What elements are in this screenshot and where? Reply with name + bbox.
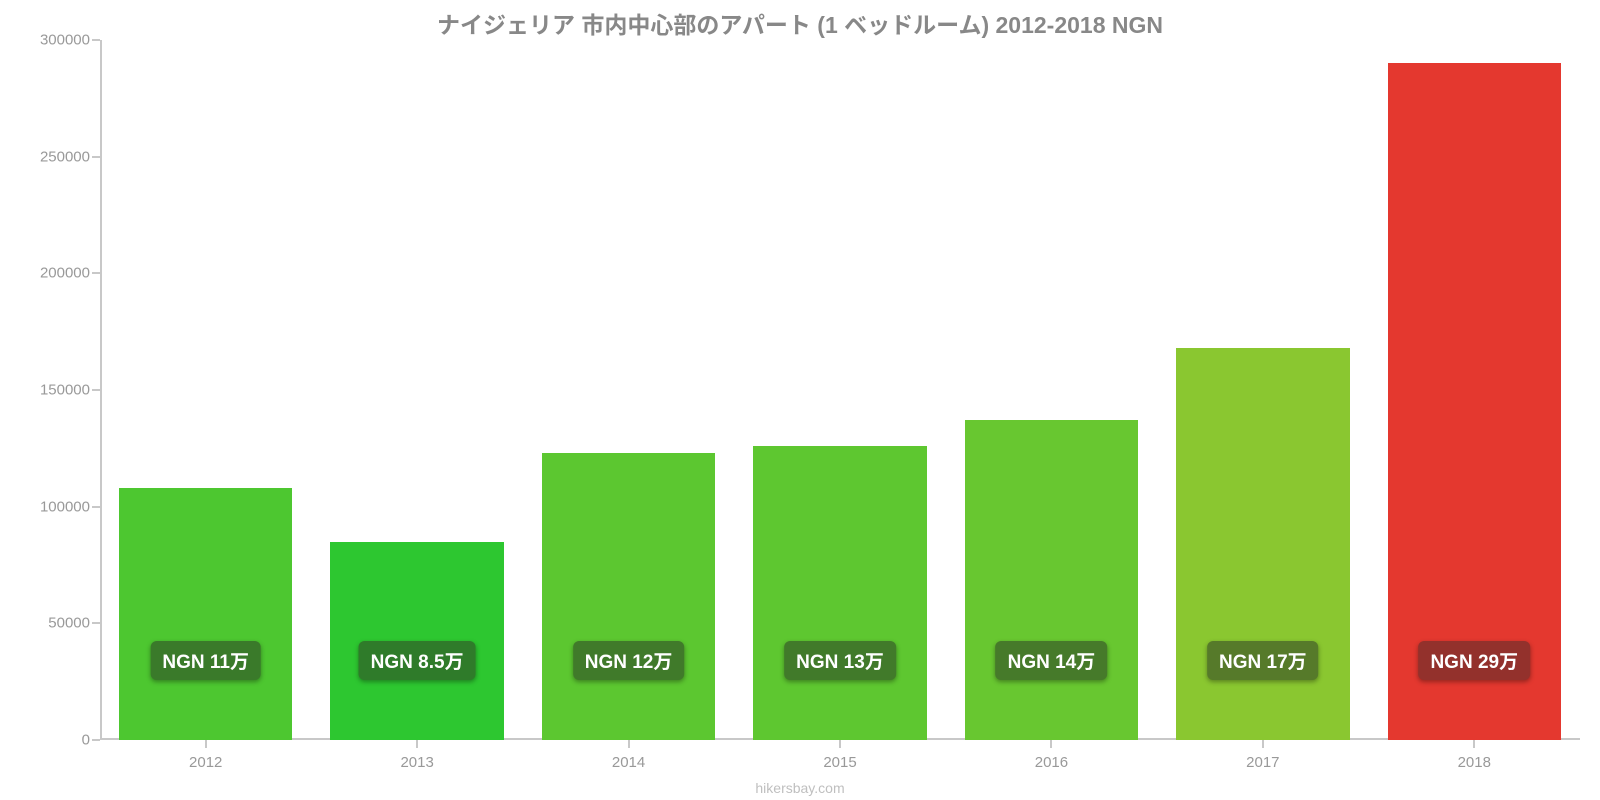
y-tick-mark xyxy=(92,272,100,274)
chart-title: ナイジェリア 市内中心部のアパート (1 ベッドルーム) 2012-2018 N… xyxy=(0,6,1600,40)
attribution-text: hikersbay.com xyxy=(0,780,1600,796)
y-tick-label: 100000 xyxy=(40,498,90,515)
y-tick-label: 150000 xyxy=(40,382,90,399)
bar xyxy=(753,446,926,740)
bar-value-chip: NGN 8.5万 xyxy=(359,641,476,680)
y-tick-mark xyxy=(92,506,100,508)
x-tick-mark xyxy=(628,740,630,748)
x-tick-mark xyxy=(1262,740,1264,748)
y-tick-label: 250000 xyxy=(40,148,90,165)
y-tick-label: 200000 xyxy=(40,265,90,282)
x-tick-label: 2014 xyxy=(612,754,645,771)
x-tick-mark xyxy=(205,740,207,748)
bar-value-chip: NGN 17万 xyxy=(1207,641,1319,680)
bar-value-chip: NGN 13万 xyxy=(784,641,896,680)
x-tick-mark xyxy=(1473,740,1475,748)
bar-value-chip: NGN 12万 xyxy=(573,641,685,680)
y-tick-label: 50000 xyxy=(48,615,90,632)
y-tick-mark xyxy=(92,739,100,741)
x-tick-mark xyxy=(1050,740,1052,748)
x-tick-label: 2015 xyxy=(823,754,856,771)
bar xyxy=(1176,348,1349,740)
x-tick-label: 2013 xyxy=(400,754,433,771)
y-tick-mark xyxy=(92,622,100,624)
bar-value-chip: NGN 11万 xyxy=(150,641,261,680)
x-tick-mark xyxy=(839,740,841,748)
x-tick-label: 2017 xyxy=(1246,754,1279,771)
chart-container: ナイジェリア 市内中心部のアパート (1 ベッドルーム) 2012-2018 N… xyxy=(0,0,1600,800)
bar-value-chip: NGN 14万 xyxy=(996,641,1108,680)
bar-value-chip: NGN 29万 xyxy=(1418,641,1530,680)
x-tick-label: 2016 xyxy=(1035,754,1068,771)
y-tick-label: 300000 xyxy=(40,32,90,49)
y-tick-label: 0 xyxy=(82,732,90,749)
y-tick-mark xyxy=(92,389,100,391)
x-tick-label: 2018 xyxy=(1458,754,1491,771)
bar xyxy=(119,488,292,740)
y-tick-mark xyxy=(92,156,100,158)
y-axis-line xyxy=(100,40,102,740)
x-tick-mark xyxy=(416,740,418,748)
plot-area: 0500001000001500002000002500003000002012… xyxy=(100,40,1580,740)
y-tick-mark xyxy=(92,39,100,41)
bar xyxy=(1388,63,1561,740)
x-tick-label: 2012 xyxy=(189,754,222,771)
bar xyxy=(965,420,1138,740)
bar xyxy=(542,453,715,740)
